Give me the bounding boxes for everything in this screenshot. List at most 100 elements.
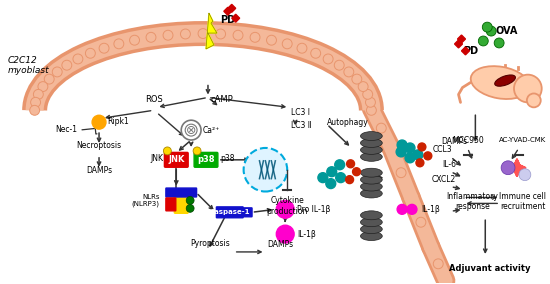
Text: IL-6: IL-6 [443, 160, 456, 169]
Polygon shape [458, 35, 465, 43]
Circle shape [198, 29, 208, 39]
Polygon shape [224, 7, 232, 15]
Text: cAMP: cAMP [211, 95, 233, 104]
Circle shape [250, 32, 260, 42]
Text: JNK: JNK [150, 154, 163, 163]
Circle shape [34, 89, 43, 99]
Circle shape [297, 43, 307, 53]
Circle shape [336, 173, 345, 183]
Text: Pro IL-1β: Pro IL-1β [297, 205, 331, 214]
Circle shape [494, 38, 504, 48]
Text: CXCL2: CXCL2 [432, 175, 456, 184]
Circle shape [233, 30, 243, 40]
Text: IL-1β: IL-1β [297, 229, 316, 239]
Circle shape [276, 225, 294, 243]
Text: ⊗: ⊗ [186, 124, 196, 137]
Text: Caspase-1: Caspase-1 [210, 209, 250, 215]
Circle shape [527, 93, 541, 107]
Circle shape [396, 168, 406, 178]
Circle shape [424, 152, 432, 160]
Text: AC-YVAD-CMK: AC-YVAD-CMK [499, 137, 547, 143]
Ellipse shape [360, 189, 382, 198]
Text: ROS: ROS [145, 95, 162, 104]
Circle shape [397, 140, 407, 150]
FancyBboxPatch shape [242, 208, 252, 217]
Circle shape [180, 29, 190, 39]
FancyBboxPatch shape [174, 195, 188, 213]
Text: Adjuvant activity: Adjuvant activity [449, 264, 531, 273]
Ellipse shape [360, 145, 382, 154]
Text: LC3 Ⅱ: LC3 Ⅱ [291, 121, 312, 130]
Circle shape [318, 173, 328, 183]
Circle shape [346, 160, 355, 168]
Circle shape [416, 159, 424, 167]
FancyBboxPatch shape [166, 188, 196, 197]
Polygon shape [232, 14, 240, 22]
Text: DAMPs: DAMPs [442, 137, 468, 147]
Text: JNK: JNK [168, 155, 184, 164]
Circle shape [186, 197, 194, 204]
Text: Necroptosis: Necroptosis [76, 141, 122, 150]
Circle shape [130, 35, 140, 45]
Circle shape [186, 204, 194, 212]
Circle shape [62, 60, 72, 70]
Circle shape [114, 39, 124, 49]
Circle shape [30, 105, 40, 115]
Ellipse shape [360, 131, 382, 141]
Circle shape [396, 147, 406, 157]
Circle shape [335, 160, 345, 170]
Text: Inflammatory
response: Inflammatory response [447, 191, 498, 211]
Circle shape [358, 82, 368, 91]
Text: Pyroptosis: Pyroptosis [190, 239, 230, 248]
Text: LC3 Ⅰ: LC3 Ⅰ [291, 108, 310, 117]
Text: p38: p38 [197, 155, 214, 164]
Circle shape [282, 39, 292, 49]
Circle shape [193, 147, 201, 155]
Circle shape [323, 54, 333, 64]
Circle shape [405, 153, 415, 163]
Text: p38: p38 [220, 154, 234, 163]
Circle shape [92, 115, 106, 129]
Circle shape [501, 161, 515, 175]
Ellipse shape [360, 168, 382, 177]
Circle shape [44, 74, 54, 84]
Circle shape [182, 120, 201, 140]
FancyBboxPatch shape [216, 207, 243, 218]
Circle shape [397, 204, 407, 214]
Circle shape [185, 124, 197, 136]
Circle shape [163, 147, 172, 155]
Polygon shape [206, 13, 217, 49]
Ellipse shape [360, 218, 382, 227]
Circle shape [85, 48, 95, 58]
Text: NLRs
(NLRP3): NLRs (NLRP3) [131, 194, 159, 207]
FancyBboxPatch shape [164, 153, 188, 167]
Ellipse shape [495, 75, 515, 86]
Ellipse shape [471, 66, 530, 99]
Circle shape [326, 179, 336, 189]
Circle shape [418, 143, 426, 151]
Circle shape [38, 82, 48, 91]
Circle shape [519, 169, 531, 181]
Circle shape [31, 97, 41, 107]
Text: OVA: OVA [495, 26, 518, 36]
FancyBboxPatch shape [166, 198, 176, 211]
Circle shape [366, 97, 376, 107]
Circle shape [146, 32, 156, 42]
Circle shape [366, 105, 376, 115]
Circle shape [353, 168, 360, 176]
Ellipse shape [360, 153, 382, 161]
Circle shape [334, 60, 344, 70]
Circle shape [407, 204, 417, 214]
Circle shape [478, 36, 488, 46]
Polygon shape [454, 40, 463, 48]
Text: IL-1β: IL-1β [421, 205, 439, 214]
Polygon shape [508, 159, 526, 177]
Text: PD: PD [220, 15, 235, 25]
Circle shape [482, 22, 492, 32]
Text: Nec-1: Nec-1 [55, 125, 77, 134]
Text: C2C12
myoblast: C2C12 myoblast [8, 56, 50, 75]
Circle shape [311, 48, 321, 58]
Circle shape [345, 176, 354, 183]
Circle shape [413, 150, 423, 160]
Text: Autophagy: Autophagy [327, 118, 368, 127]
